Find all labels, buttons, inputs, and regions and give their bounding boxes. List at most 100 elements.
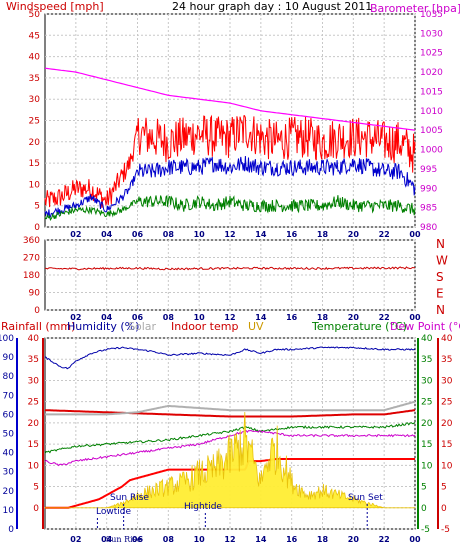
dewpoint-tick: 40 (441, 334, 453, 344)
rain-tick: 30 (28, 376, 40, 386)
windspeed-gust-line (44, 114, 416, 208)
direction-y-tick: 90 (29, 289, 41, 299)
barometer-right-tick: 1015 (420, 87, 443, 97)
wind-x-tick: 02 (70, 230, 81, 239)
direction-x-tick: 08 (163, 313, 175, 322)
legend-indoor-temp: Indoor temp (171, 320, 238, 333)
dewpoint-tick: 0 (441, 504, 447, 514)
temperature-tick: 0 (421, 504, 427, 514)
direction-y-tick: 270 (23, 254, 40, 264)
wind-left-tick: 25 (29, 117, 40, 127)
temp-side-axes: 01020304050607080901000510152025303540-5… (0, 334, 453, 535)
barometer-right-tick: 1005 (420, 126, 443, 136)
legend-humidity: Humidity (%) (67, 320, 139, 333)
temp-x-tick: 12 (224, 535, 235, 544)
legend-rainfall: Rainfall (mm) (1, 320, 75, 333)
temperature-panel: Rainfall (mm) Humidity (%) Solar Indoor … (0, 320, 460, 544)
dewpoint-tick: -5 (441, 525, 450, 535)
chart-title: 24 hour graph day : 10 August 2011 (172, 0, 372, 13)
rain-tick: 10 (28, 461, 40, 471)
wind-x-tick: 08 (163, 230, 175, 239)
barometer-axis-label: Barometer [hpa] (370, 2, 460, 15)
dewpoint-tick: 25 (441, 398, 452, 408)
humidity-tick: 90 (3, 353, 15, 363)
compass-label: W (436, 254, 448, 268)
barometer-line (44, 67, 416, 131)
annotation-label: Sun Rise (110, 493, 149, 503)
direction-x-tick: 02 (70, 313, 81, 322)
direction-x-ticks: 02 04 06 08 10 12 14 16 18 20 22 00 (70, 313, 421, 322)
rain-tick: 35 (28, 355, 39, 365)
direction-x-tick: 22 (379, 313, 390, 322)
wind-barometer-panel: Windspeed [mph] 24 hour graph day : 10 A… (6, 0, 460, 239)
humidity-tick: 0 (8, 525, 14, 535)
rain-tick: 25 (28, 398, 39, 408)
wind-left-tick: 45 (29, 31, 40, 41)
humidity-line (44, 346, 416, 370)
wind-x-tick: 06 (132, 230, 144, 239)
direction-y-tick: 180 (23, 271, 40, 281)
wind-left-tick: 30 (29, 95, 41, 105)
wind-x-ticks: 02 04 06 08 10 12 14 16 18 20 22 00 (70, 230, 421, 239)
wind-left-tick: 20 (29, 138, 41, 148)
windspeed-average-line (44, 155, 416, 219)
humidity-tick: 80 (3, 372, 15, 382)
wind-x-tick: 20 (348, 230, 360, 239)
barometer-right-tick: 990 (420, 184, 437, 194)
wind-x-tick: 00 (409, 230, 421, 239)
dewpoint-tick: 15 (441, 440, 452, 450)
windspeed-axis-label: Windspeed [mph] (6, 0, 104, 13)
wind-left-tick: 50 (29, 10, 41, 20)
temp-x-tick: 18 (317, 535, 329, 544)
barometer-right-tick: 1020 (420, 68, 443, 78)
temperature-tick: 25 (421, 398, 432, 408)
barometer-right-tick: 1030 (420, 29, 443, 39)
direction-x-tick: 00 (409, 313, 421, 322)
wind-left-tick: 40 (29, 53, 41, 63)
direction-y-tick: 0 (34, 306, 40, 316)
barometer-right-tick: 995 (420, 165, 437, 175)
direction-y-tick: 360 (23, 236, 40, 246)
barometer-right-ticks: 980 985 990 995 1000 1005 1010 1015 1020 1025 1030… (420, 10, 443, 233)
direction-x-tick: 14 (255, 313, 267, 322)
direction-x-tick: 10 (194, 313, 206, 322)
solar-line (45, 400, 416, 416)
temperature-tick: 40 (421, 334, 433, 344)
direction-x-tick: 16 (286, 313, 298, 322)
temperature-tick: 30 (421, 376, 433, 386)
direction-x-tick: 04 (101, 313, 113, 322)
temperature-tick: 10 (421, 461, 433, 471)
temperature-tick: 5 (421, 483, 427, 493)
temperature-c-line (44, 421, 416, 454)
wind-x-tick: 14 (255, 230, 267, 239)
temp-x-tick: 04 (101, 535, 113, 544)
wind-left-ticks: 0 5 10 15 20 25 30 35 40 45 50 (29, 10, 41, 233)
wind-grid (45, 13, 416, 228)
tide-sun-annotations: Sun Rise Lowtide Hightide Sun Set (96, 493, 383, 529)
humidity-tick: 40 (3, 449, 15, 459)
humidity-tick: 100 (0, 334, 14, 344)
temperature-tick: -5 (421, 525, 430, 535)
direction-x-tick: 20 (348, 313, 360, 322)
wind-x-tick: 22 (379, 230, 390, 239)
wind-left-tick: 35 (29, 74, 40, 84)
dewpoint-tick: 10 (441, 461, 453, 471)
temperature-tick: 35 (421, 355, 432, 365)
temp-x-tick: 06 (132, 535, 144, 544)
wind-left-tick: 10 (29, 180, 41, 190)
rain-tick: 40 (28, 334, 40, 344)
dewpoint-tick: 30 (441, 376, 453, 386)
temp-x-tick: 10 (194, 535, 206, 544)
humidity-tick: 60 (3, 410, 15, 420)
wind-series (44, 67, 416, 221)
wind-left-tick: 0 (34, 223, 40, 233)
humidity-tick: 10 (3, 506, 15, 516)
dewpoint-tick: 5 (441, 483, 447, 493)
dew-point-c-line (44, 429, 416, 467)
wind-x-tick: 18 (317, 230, 329, 239)
temp-series (44, 346, 416, 509)
legend-temperature: Temperature (°C) (311, 320, 407, 333)
